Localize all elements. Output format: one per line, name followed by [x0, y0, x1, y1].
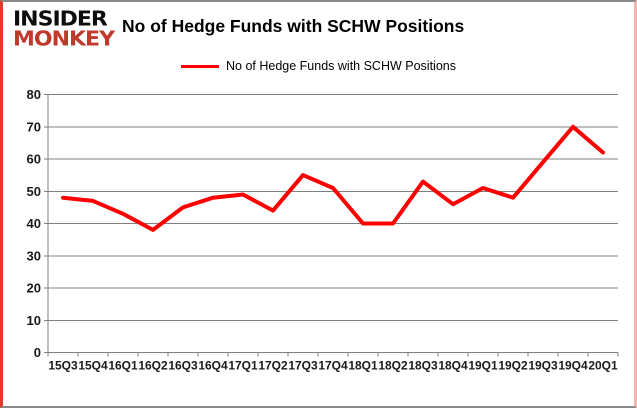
chart-title: No of Hedge Funds with SCHW Positions — [122, 16, 465, 36]
legend: No of Hedge Funds with SCHW Positions — [3, 59, 634, 73]
svg-text:15Q4: 15Q4 — [78, 359, 108, 373]
legend-label: No of Hedge Funds with SCHW Positions — [226, 59, 456, 73]
svg-text:50: 50 — [27, 184, 41, 199]
svg-text:19Q4: 19Q4 — [558, 359, 588, 373]
svg-text:30: 30 — [27, 248, 41, 263]
logo-word-monkey: MONKEY — [13, 28, 115, 52]
svg-text:60: 60 — [27, 152, 41, 167]
svg-text:18Q1: 18Q1 — [348, 359, 378, 373]
svg-text:19Q3: 19Q3 — [528, 359, 558, 373]
logo-word-insider: INSIDER — [13, 8, 108, 32]
svg-text:17Q1: 17Q1 — [228, 359, 258, 373]
insider-monkey-logo: INSIDER MONKEY — [13, 8, 115, 52]
svg-text:70: 70 — [27, 119, 41, 134]
svg-text:16Q2: 16Q2 — [138, 359, 168, 373]
svg-text:16Q3: 16Q3 — [168, 359, 198, 373]
svg-text:10: 10 — [27, 313, 41, 328]
svg-text:19Q2: 19Q2 — [498, 359, 528, 373]
svg-text:40: 40 — [27, 216, 41, 231]
svg-text:15Q3: 15Q3 — [48, 359, 78, 373]
svg-text:18Q2: 18Q2 — [378, 359, 408, 373]
svg-text:16Q1: 16Q1 — [108, 359, 138, 373]
svg-text:17Q3: 17Q3 — [288, 359, 318, 373]
legend-line-swatch — [181, 64, 220, 68]
svg-text:18Q3: 18Q3 — [408, 359, 438, 373]
svg-text:19Q1: 19Q1 — [468, 359, 498, 373]
svg-text:80: 80 — [27, 87, 41, 102]
svg-text:16Q4: 16Q4 — [198, 359, 228, 373]
svg-text:18Q4: 18Q4 — [438, 359, 468, 373]
line-chart-plot: 0 10 20 30 40 50 60 70 80 15Q3 15Q4 16Q1 16Q2 16Q3 16Q… — [27, 87, 619, 373]
svg-text:17Q4: 17Q4 — [318, 359, 348, 373]
svg-text:0: 0 — [34, 345, 41, 360]
svg-text:20Q1: 20Q1 — [588, 359, 618, 373]
svg-text:20: 20 — [27, 281, 41, 296]
svg-text:17Q2: 17Q2 — [258, 359, 288, 373]
